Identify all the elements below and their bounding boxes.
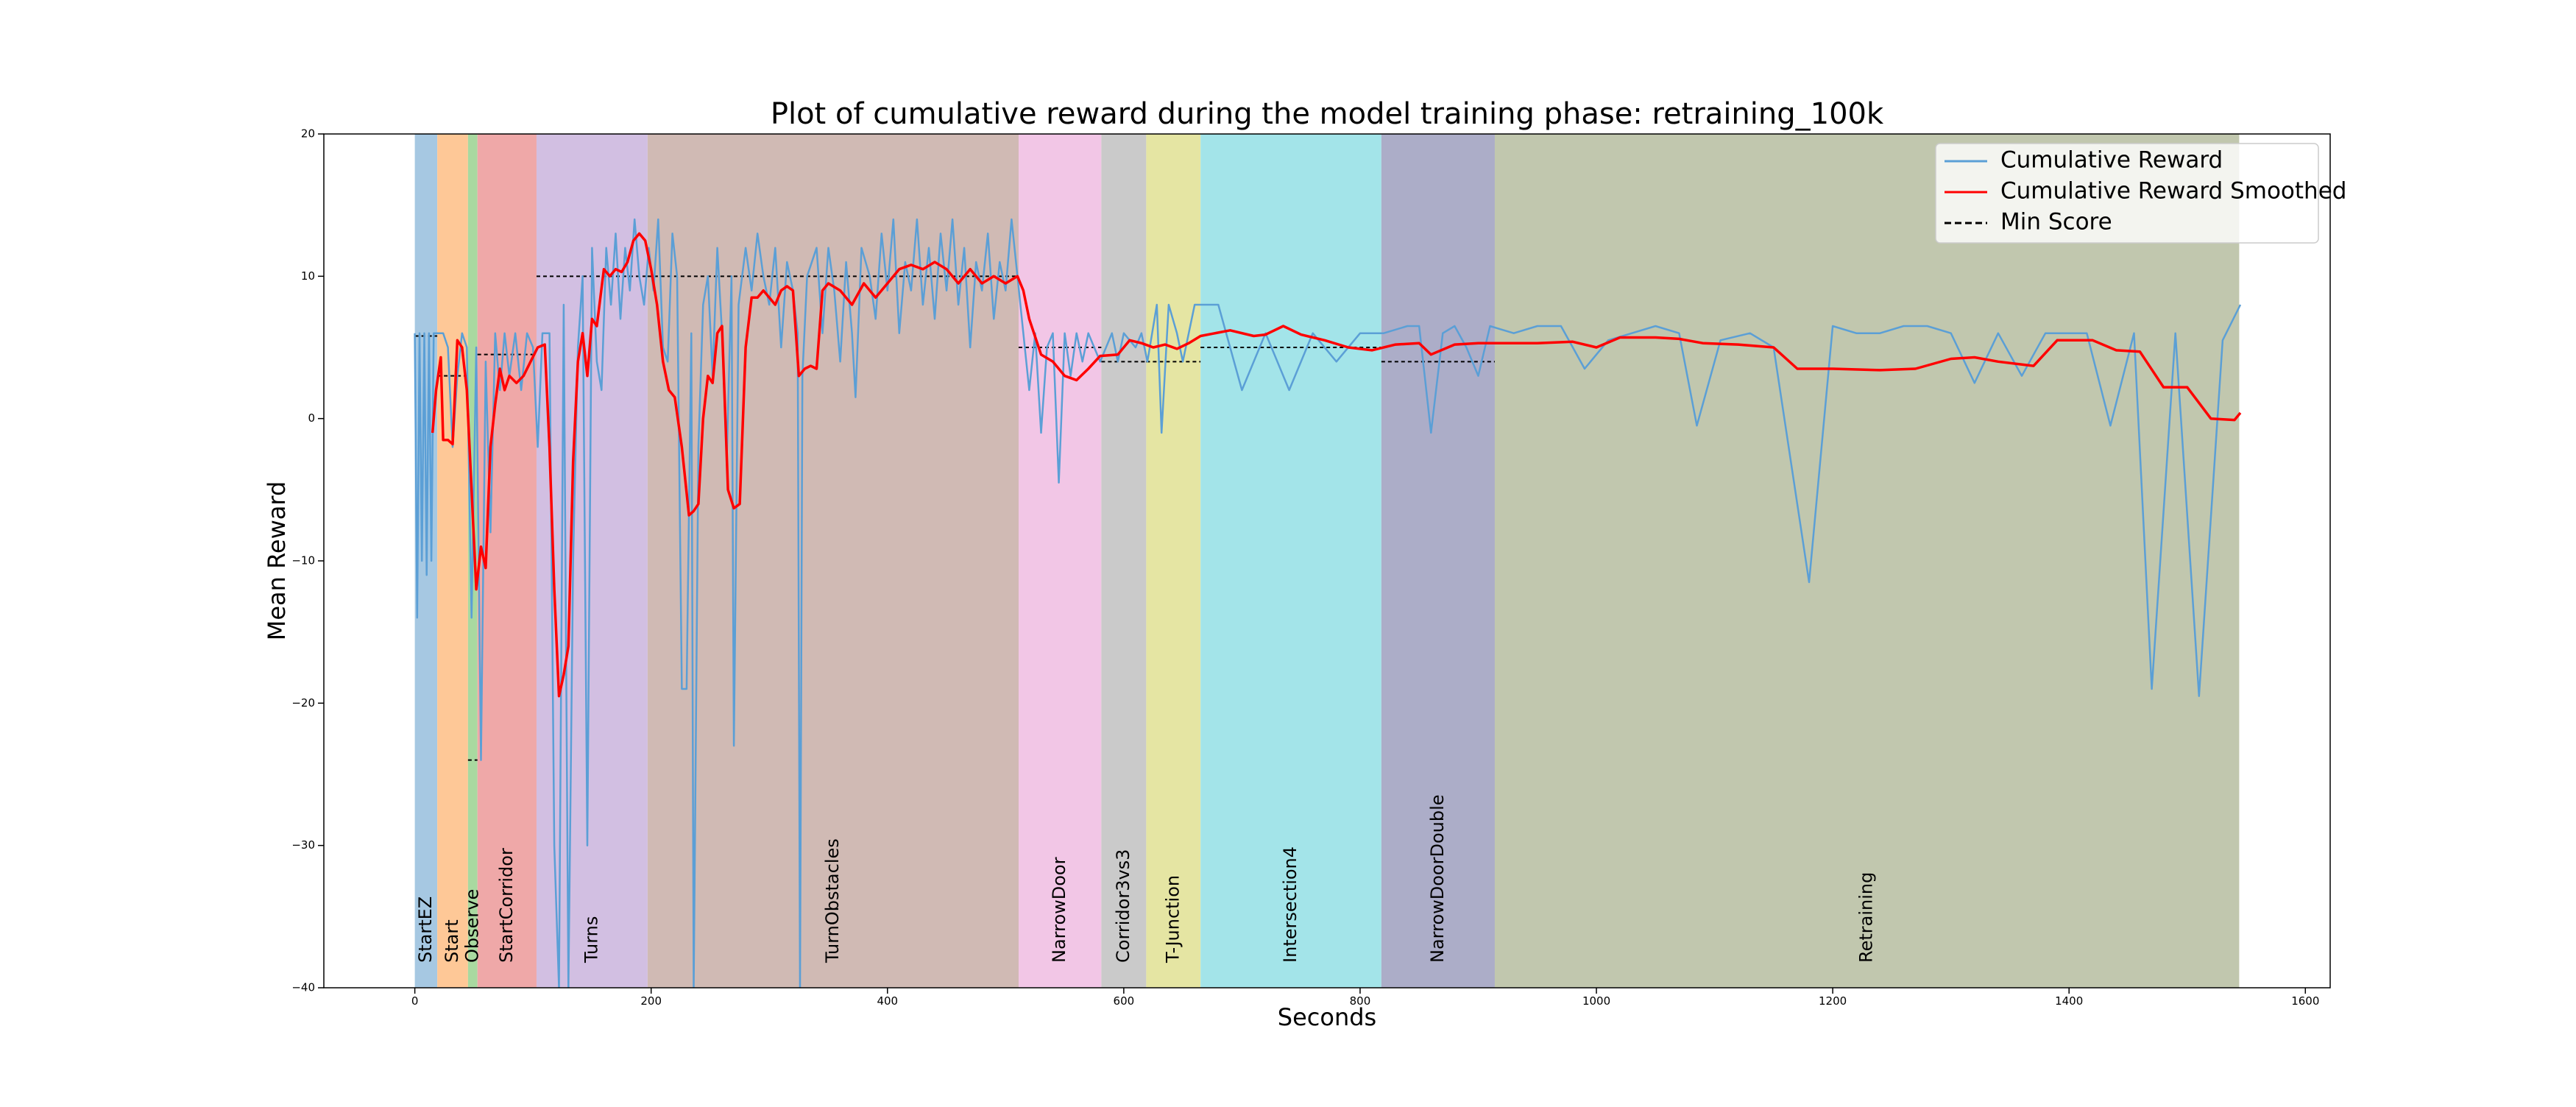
plot-area [414,134,2242,988]
x-tick-label: 1400 [2055,994,2083,1008]
legend-label: Cumulative Reward Smoothed [2000,178,2346,205]
x-tick-label: 1000 [1582,994,1610,1008]
legend-label: Min Score [2000,209,2112,236]
phase-span [1200,134,1381,988]
y-tick-label: 20 [301,127,315,141]
phase-label: Start [442,919,462,963]
x-tick-label: 0 [411,994,419,1008]
x-axis-label: Seconds [1278,1003,1376,1031]
chart-title: Plot of cumulative reward during the mod… [771,97,1884,131]
phase-label: TurnObstacles [822,838,843,963]
phase-label: StartCorridor [496,848,517,963]
y-tick-label: −40 [291,981,315,994]
x-tick-label: 400 [877,994,898,1008]
x-tick-label: 800 [1350,994,1371,1008]
y-tick-label: 10 [301,269,315,283]
series-line [431,232,2242,698]
phase-label: Turns [581,916,601,963]
phase-label: T-Junction [1162,875,1183,963]
y-axis-label: Mean Reward [263,481,291,641]
phase-label: NarrowDoor [1049,857,1069,963]
phase-span [1101,134,1147,988]
phase-label: NarrowDoorDouble [1427,794,1448,963]
x-tick-label: 200 [640,994,662,1008]
y-tick-label: −30 [291,838,315,852]
phase-label: Observe [461,889,482,963]
phase-span [1146,134,1201,988]
phase-span [477,134,537,988]
y-tick-label: −10 [291,554,315,567]
legend-label: Cumulative Reward [2000,147,2223,174]
phase-label: Intersection4 [1280,846,1301,963]
x-tick-label: 600 [1114,994,1135,1008]
phase-span [437,134,468,988]
y-tick-label: −20 [291,696,315,710]
x-tick-label: 1200 [1819,994,1847,1008]
series-line [414,218,2242,988]
phase-label: Corridor3vs3 [1113,849,1133,963]
phase-span [1381,134,1495,988]
phase-span [1018,134,1102,988]
phase-span [1494,134,2240,988]
phase-label: Retraining [1856,872,1877,963]
x-tick-label: 1600 [2291,994,2319,1008]
legend: Cumulative Reward Cumulative Reward Smoot… [1935,143,2346,244]
y-tick-label: 0 [308,411,315,425]
phase-label: StartEZ [415,896,436,963]
legend-box [1935,143,2319,244]
